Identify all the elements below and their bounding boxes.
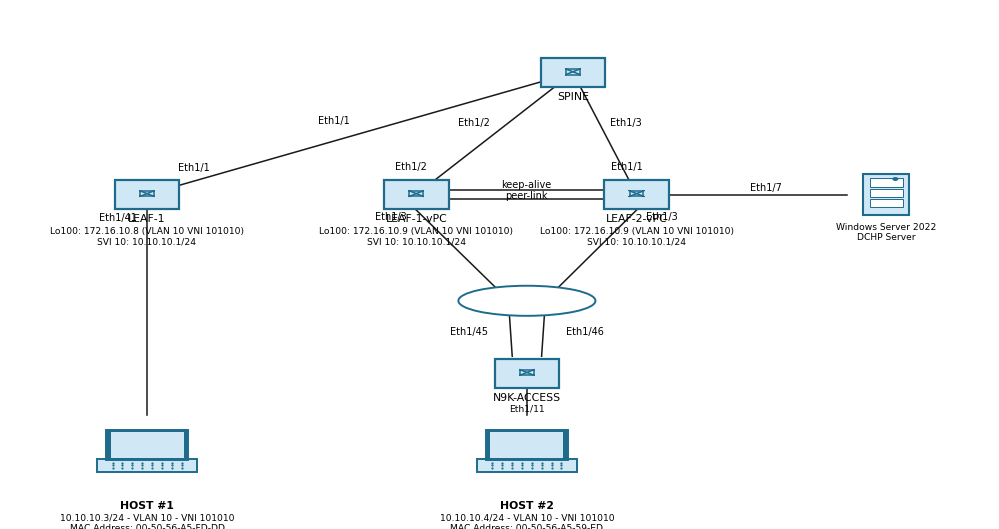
Text: Eth1/11: Eth1/11 xyxy=(509,405,544,414)
FancyBboxPatch shape xyxy=(604,180,669,209)
FancyBboxPatch shape xyxy=(578,74,581,75)
Text: Eth1/1: Eth1/1 xyxy=(319,116,351,126)
Text: Eth1/46: Eth1/46 xyxy=(566,327,604,337)
FancyBboxPatch shape xyxy=(863,174,909,215)
Text: LEAF-2-vPC: LEAF-2-vPC xyxy=(605,214,667,224)
FancyBboxPatch shape xyxy=(540,58,605,87)
FancyBboxPatch shape xyxy=(139,196,141,197)
FancyBboxPatch shape xyxy=(495,359,559,388)
FancyBboxPatch shape xyxy=(532,375,535,376)
FancyBboxPatch shape xyxy=(578,68,581,70)
Text: Eth1/3: Eth1/3 xyxy=(375,212,407,222)
FancyBboxPatch shape xyxy=(409,196,411,197)
FancyBboxPatch shape xyxy=(115,180,180,209)
Text: HOST #2: HOST #2 xyxy=(500,501,553,512)
Text: Windows Server 2022
DCHP Server: Windows Server 2022 DCHP Server xyxy=(836,223,936,242)
Text: Lo100: 172.16.10.9 (VLAN 10 VNI 101010)
SVI 10: 10.10.10.1/24: Lo100: 172.16.10.9 (VLAN 10 VNI 101010) … xyxy=(320,226,513,246)
Text: N9K-ACCESS: N9K-ACCESS xyxy=(493,393,561,403)
FancyBboxPatch shape xyxy=(870,189,903,197)
FancyBboxPatch shape xyxy=(106,430,188,460)
FancyBboxPatch shape xyxy=(153,190,155,191)
Ellipse shape xyxy=(459,286,595,316)
FancyBboxPatch shape xyxy=(642,196,644,197)
FancyBboxPatch shape xyxy=(564,68,567,70)
Text: Eth1/7: Eth1/7 xyxy=(750,183,782,193)
FancyBboxPatch shape xyxy=(491,432,563,458)
FancyBboxPatch shape xyxy=(518,375,521,376)
FancyBboxPatch shape xyxy=(97,459,198,471)
FancyBboxPatch shape xyxy=(153,196,155,197)
Text: LEAF-1-vPC: LEAF-1-vPC xyxy=(386,214,448,224)
Text: Lo100: 172.16.10.8 (VLAN 10 VNI 101010)
SVI 10: 10.10.10.1/24: Lo100: 172.16.10.8 (VLAN 10 VNI 101010) … xyxy=(50,226,244,246)
Text: LEAF-1: LEAF-1 xyxy=(128,214,166,224)
Text: Eth1/19: Eth1/19 xyxy=(400,189,438,199)
FancyBboxPatch shape xyxy=(870,199,903,207)
Text: Eth1/41: Eth1/41 xyxy=(99,213,137,223)
FancyBboxPatch shape xyxy=(422,196,425,197)
Text: peer-link: peer-link xyxy=(505,190,547,200)
FancyBboxPatch shape xyxy=(518,369,521,370)
Text: HOST #1: HOST #1 xyxy=(120,501,174,512)
FancyBboxPatch shape xyxy=(870,178,903,187)
Text: Eth1/1: Eth1/1 xyxy=(179,162,210,172)
FancyBboxPatch shape xyxy=(487,430,567,460)
Text: Eth1/3: Eth1/3 xyxy=(609,118,641,128)
FancyBboxPatch shape xyxy=(532,369,535,370)
Text: 10.10.10.3/24 - VLAN 10 - VNI 101010
MAC Address: 00-50-56-A5-FD-DD: 10.10.10.3/24 - VLAN 10 - VNI 101010 MAC… xyxy=(60,514,235,529)
Text: Eth1/19: Eth1/19 xyxy=(615,189,653,199)
Text: Eth1/2: Eth1/2 xyxy=(396,162,428,172)
FancyBboxPatch shape xyxy=(628,190,630,191)
Text: Eth1/45: Eth1/45 xyxy=(450,327,488,337)
FancyBboxPatch shape xyxy=(409,190,411,191)
Text: Lo100: 172.16.10.9 (VLAN 10 VNI 101010)
SVI 10: 10.10.10.1/24: Lo100: 172.16.10.9 (VLAN 10 VNI 101010) … xyxy=(539,226,733,246)
Text: Eth1/1: Eth1/1 xyxy=(611,162,642,172)
Text: vPC Po10: vPC Po10 xyxy=(502,296,551,306)
Circle shape xyxy=(893,178,898,180)
Text: Eth1/3: Eth1/3 xyxy=(646,212,678,222)
FancyBboxPatch shape xyxy=(422,190,425,191)
FancyBboxPatch shape xyxy=(139,190,141,191)
Text: 10.10.10.4/24 - VLAN 10 - VNI 101010
MAC Address: 00-50-56-A5-59-ED: 10.10.10.4/24 - VLAN 10 - VNI 101010 MAC… xyxy=(440,514,614,529)
FancyBboxPatch shape xyxy=(477,459,577,471)
FancyBboxPatch shape xyxy=(111,432,184,458)
FancyBboxPatch shape xyxy=(564,74,567,75)
FancyBboxPatch shape xyxy=(642,190,644,191)
Text: SPINE: SPINE xyxy=(556,93,589,103)
FancyBboxPatch shape xyxy=(384,180,449,209)
FancyBboxPatch shape xyxy=(628,196,630,197)
Text: Eth1/2: Eth1/2 xyxy=(458,118,490,128)
Text: keep-alive: keep-alive xyxy=(501,180,551,190)
